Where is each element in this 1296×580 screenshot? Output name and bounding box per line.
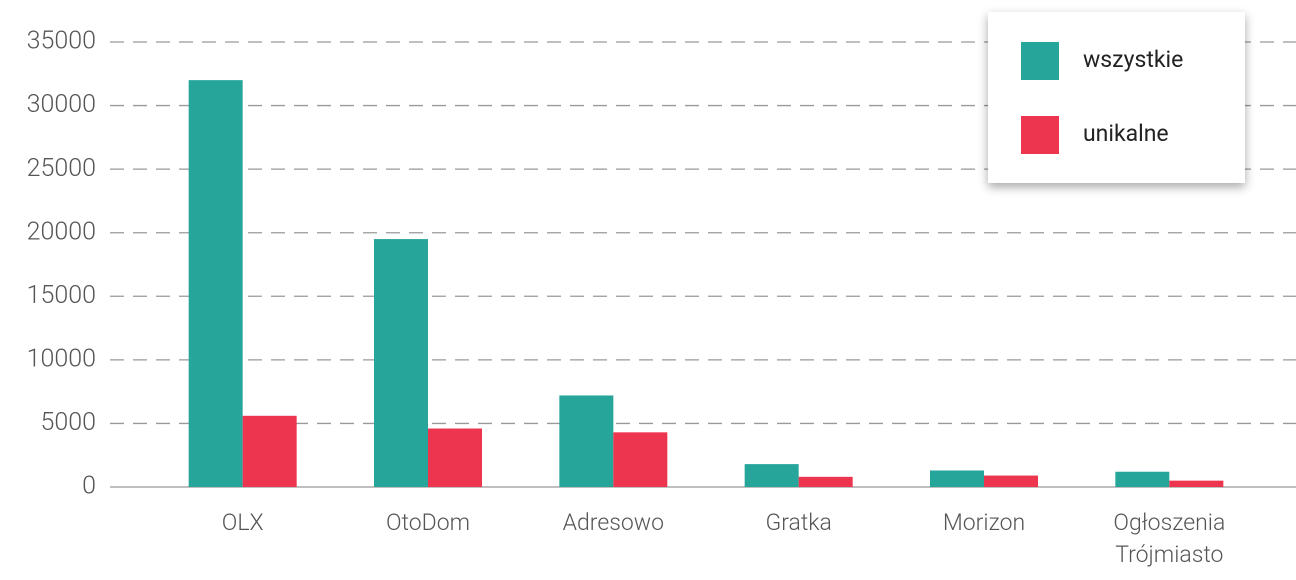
y-tick-label: 0 xyxy=(82,472,96,501)
legend-swatch xyxy=(1021,42,1059,80)
y-tick-label: 30000 xyxy=(27,90,96,119)
y-tick-label: 15000 xyxy=(27,281,96,310)
y-tick-label: 35000 xyxy=(27,27,96,56)
x-tick-label: Adresowo xyxy=(563,509,664,536)
legend: wszystkie unikalne xyxy=(988,12,1245,183)
x-tick-label: Morizon xyxy=(943,509,1025,536)
x-tick-label: OLX xyxy=(222,509,264,536)
x-tick-label: Ogłoszenia Trójmiasto xyxy=(1113,509,1225,568)
legend-swatch xyxy=(1021,116,1059,154)
x-tick-label: Gratka xyxy=(765,509,831,536)
bar xyxy=(374,239,428,487)
legend-label: wszystkie xyxy=(1083,46,1183,73)
bar xyxy=(1169,480,1224,487)
y-tick-label: 10000 xyxy=(27,344,96,373)
bar xyxy=(744,464,799,487)
bar xyxy=(1115,471,1170,487)
bar xyxy=(930,470,984,487)
x-tick-label: OtoDom xyxy=(386,509,470,536)
legend-label: unikalne xyxy=(1083,120,1169,147)
bar xyxy=(798,476,853,487)
y-tick-label: 25000 xyxy=(27,154,96,183)
bar xyxy=(613,432,668,487)
y-tick-label: 20000 xyxy=(27,217,96,246)
bar xyxy=(242,415,297,487)
bar xyxy=(559,395,614,487)
bar xyxy=(984,475,1038,487)
y-tick-label: 5000 xyxy=(41,408,96,437)
legend-box xyxy=(988,12,1245,183)
bar xyxy=(428,428,482,487)
bar xyxy=(188,80,243,488)
